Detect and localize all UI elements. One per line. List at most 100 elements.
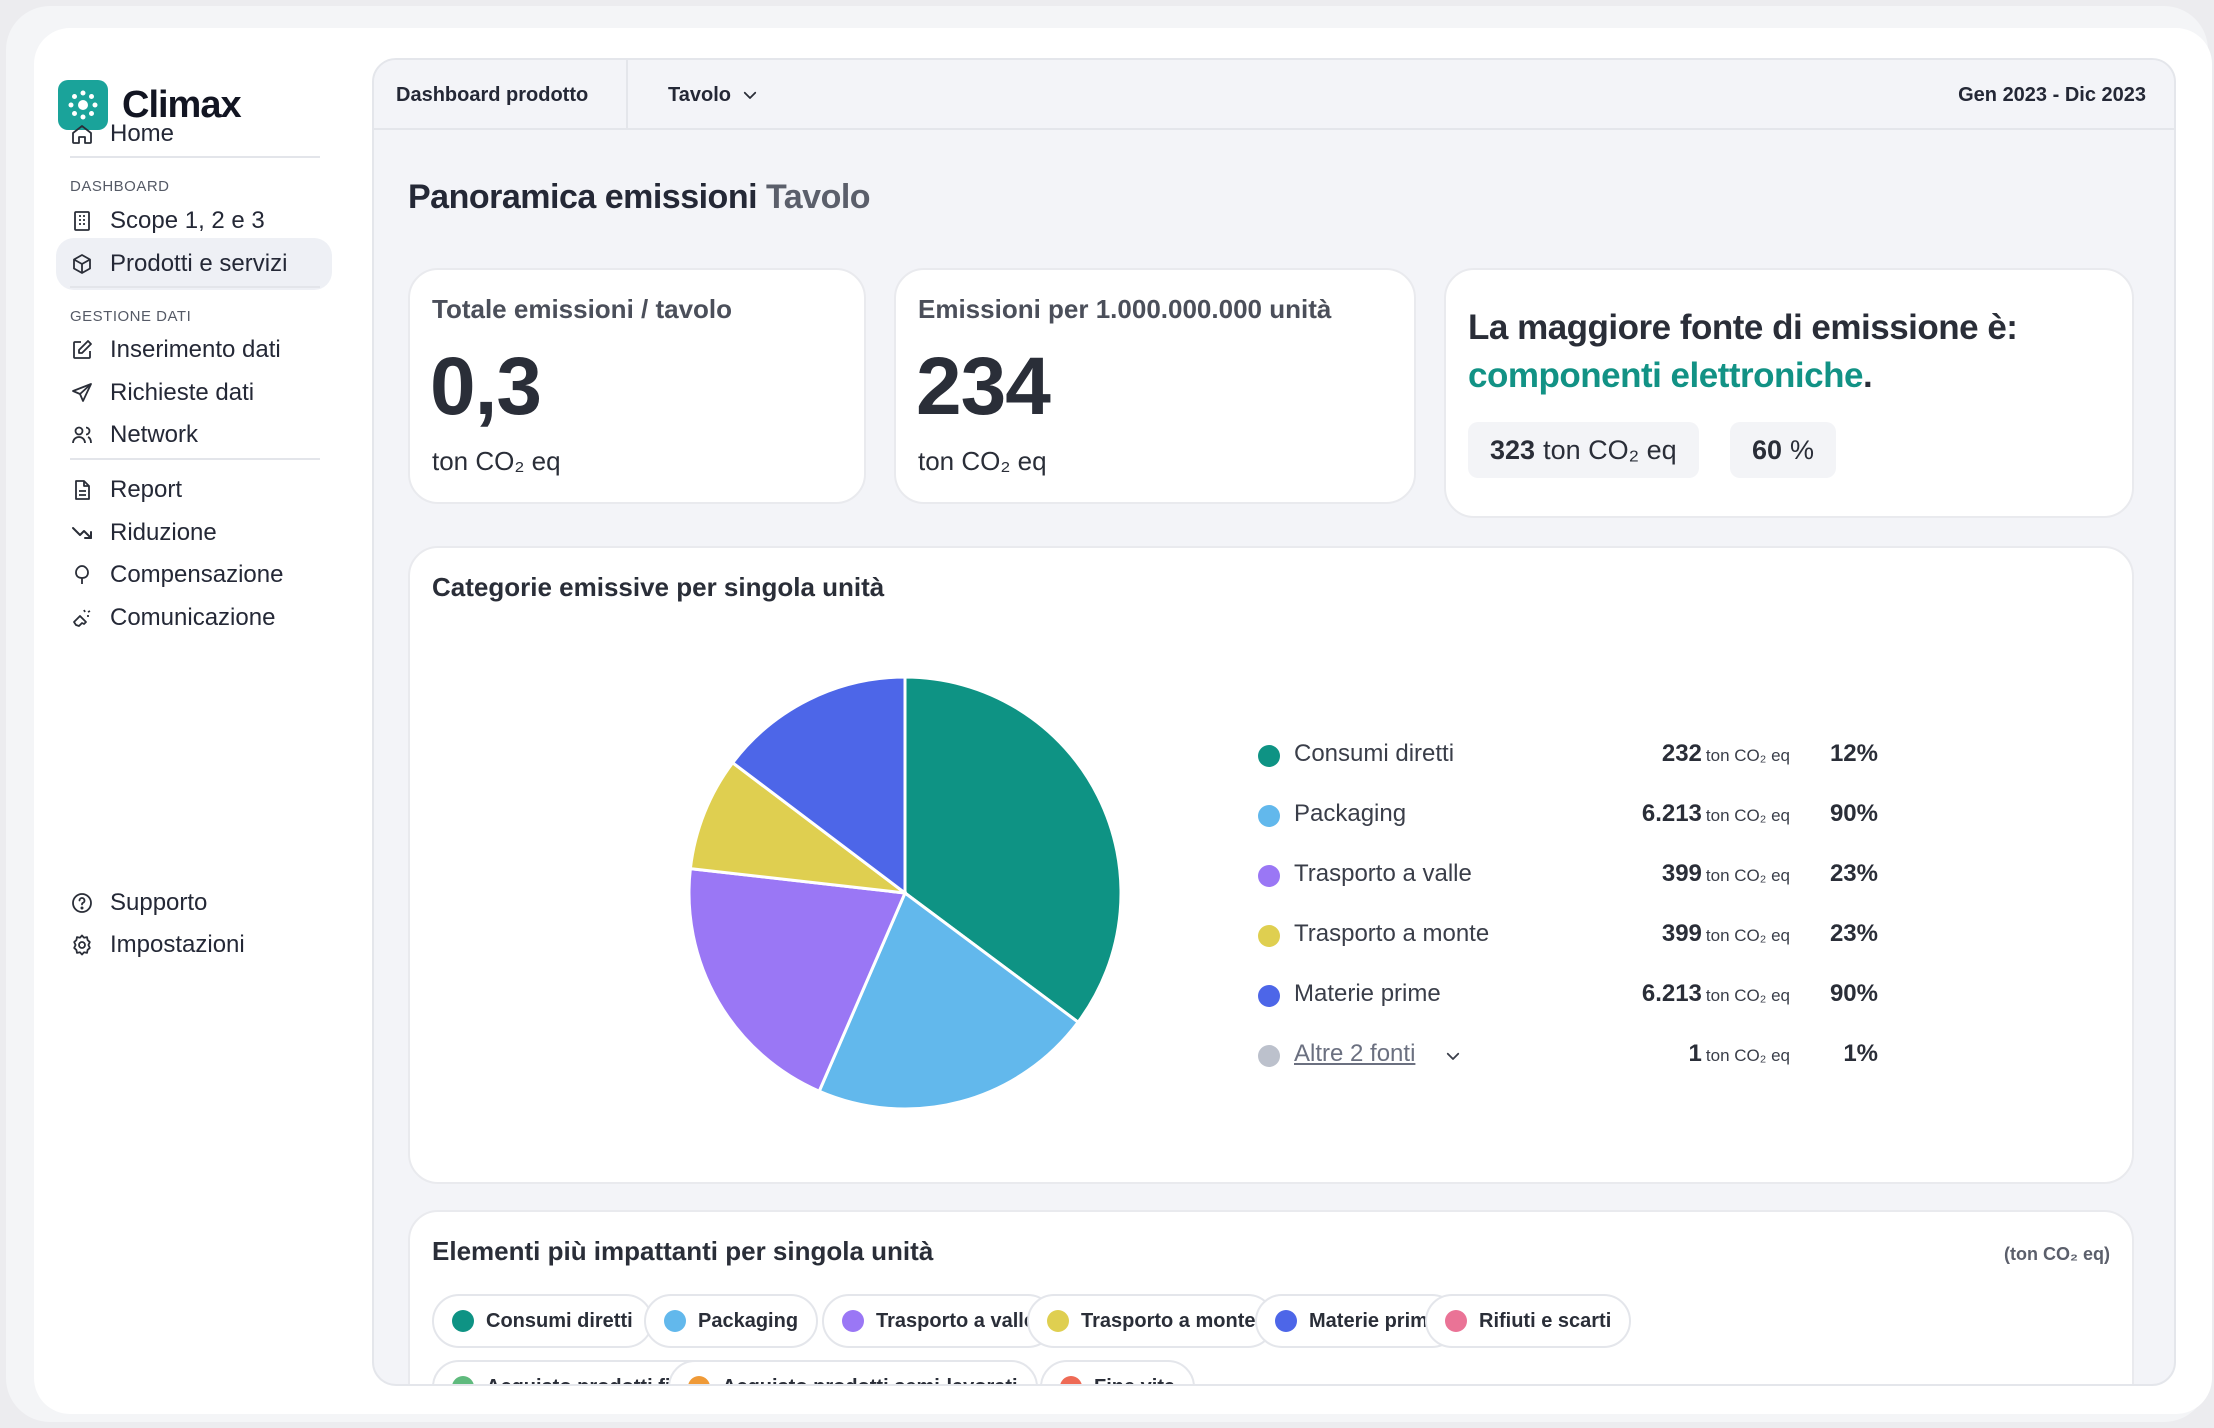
elements-card: Elementi più impattanti per singola unit… [408, 1210, 2134, 1385]
chevron-down-icon [743, 91, 757, 99]
legend-percent: 12% [1829, 740, 1878, 767]
filter-chip-trasporto-a-valle[interactable]: Trasporto a valle [822, 1294, 1055, 1348]
highlight-percent-pill: 60 % [1730, 422, 1837, 478]
highlight-title: La maggiore fonte di emissione è: compon… [1468, 304, 2018, 400]
chip-color-dot [452, 1310, 474, 1332]
legend-name: Packaging [1294, 800, 1407, 827]
nav-network[interactable]: Network [56, 409, 332, 461]
legend-value: 6.213 ton CO₂ eq [1642, 980, 1790, 1008]
legend-name[interactable]: Altre 2 fonti [1294, 1040, 1416, 1067]
pie-slice-materie-prime[interactable] [730, 675, 907, 897]
nav-settings[interactable]: Impostazioni [56, 919, 332, 971]
stat-value: 234 [916, 341, 1051, 432]
nav-divider [70, 286, 320, 288]
logo-icon [58, 80, 108, 130]
nav-products-label: Prodotti e servizi [110, 250, 288, 277]
filter-chip-trasporto-a-monte[interactable]: Trasporto a monte [1027, 1294, 1276, 1348]
legend-row: Trasporto a valle 399 ton CO₂ eq 23% [1258, 856, 1878, 896]
chip-label: Acquisto prodotti semi-lavorati [722, 1376, 1018, 1385]
elements-title: Elementi più impattanti per singola unit… [432, 1236, 934, 1266]
nav-scope[interactable]: Scope 1, 2 e 3 [56, 195, 332, 247]
chip-label: Packaging [698, 1309, 799, 1332]
nav-settings-label: Impostazioni [110, 931, 245, 958]
page-title-product: Tavolo [766, 178, 871, 216]
stat-unit: ton CO₂ eq [432, 446, 561, 476]
stat-card-total: Totale emissioni / tavolo 0,3 ton CO₂ eq [408, 268, 866, 504]
nav-reduction[interactable]: Riduzione [56, 507, 332, 559]
legend-color-dot [1258, 805, 1280, 827]
legend-row: Consumi diretti 232 ton CO₂ eq 12% [1258, 736, 1878, 776]
pie-slice-consumi-diretti[interactable] [903, 675, 1123, 1025]
legend-value: 232 ton CO₂ eq [1662, 740, 1790, 768]
nav-divider [70, 458, 320, 460]
chip-label: Acquisto prodotti finiti [486, 1376, 700, 1385]
legend-row: Materie prime 6.213 ton CO₂ eq 90% [1258, 976, 1878, 1016]
nav-report[interactable]: Report [56, 464, 332, 516]
nav-network-label: Network [110, 421, 199, 448]
highlight-card: La maggiore fonte di emissione è: compon… [1444, 268, 2134, 518]
nav-support[interactable]: Supporto [56, 877, 332, 929]
chip-label: Trasporto a monte [1081, 1309, 1256, 1332]
chip-color-dot [1445, 1310, 1467, 1332]
product-select[interactable]: Tavolo [668, 60, 759, 130]
nav-report-label: Report [110, 476, 183, 503]
highlight-title-text: La maggiore fonte di emissione è: [1468, 308, 2018, 347]
app-logo[interactable]: Climax [58, 80, 242, 130]
chip-color-dot [1060, 1376, 1082, 1384]
filter-chip-fine-vita[interactable]: Fine vita [1040, 1360, 1196, 1385]
chevron-down-icon[interactable] [1444, 1047, 1462, 1065]
pie-legend: Consumi diretti 232 ton CO₂ eq 12% Packaging… [1258, 736, 1878, 1116]
legend-value-number: 399 [1661, 860, 1702, 887]
nav-communication[interactable]: Comunicazione [56, 592, 332, 644]
nav-data-entry[interactable]: Inserimento dati [56, 324, 332, 376]
stat-unit: ton CO₂ eq [918, 446, 1047, 476]
stat-card-per-units: Emissioni per 1.000.000.000 unità 234 to… [894, 268, 1416, 504]
legend-value-number: 6.213 [1641, 800, 1702, 827]
legend-value: 1 ton CO₂ eq [1689, 1040, 1790, 1068]
filter-chip-consumi-diretti[interactable]: Consumi diretti [432, 1294, 653, 1348]
elements-unit-note: (ton CO₂ eq) [2004, 1244, 2110, 1264]
legend-value: 399 ton CO₂ eq [1662, 920, 1790, 948]
nav-data-entry-label: Inserimento dati [110, 336, 281, 363]
legend-row[interactable]: Altre 2 fonti 1 ton CO₂ eq 1% [1258, 1036, 1878, 1076]
chip-label: Fine vita [1094, 1376, 1175, 1385]
trending-down-icon [72, 527, 92, 539]
legend-percent: 1% [1843, 1040, 1878, 1067]
legend-percent: 90% [1829, 800, 1878, 827]
date-range-select[interactable]: Gen 2023 - Dic 2023 [1958, 83, 2146, 106]
legend-value-number: 399 [1661, 920, 1702, 947]
chip-color-dot [842, 1310, 864, 1332]
edit-icon [73, 340, 92, 359]
pie-slice-trasporto-a-monte[interactable] [688, 760, 911, 896]
tab-dashboard-prodotto[interactable]: Dashboard prodotto [396, 83, 589, 106]
megaphone-icon [73, 609, 91, 627]
nav-home[interactable]: Home [56, 108, 332, 160]
product-select-value: Tavolo [668, 83, 731, 106]
filter-chip-packaging[interactable]: Packaging [644, 1294, 819, 1348]
pie-slice-trasporto-a-valle[interactable] [687, 866, 908, 1094]
filter-chip-acquisto-prodotti-semi-lavorati[interactable]: Acquisto prodotti semi-lavorati [668, 1360, 1038, 1385]
stat-label: Totale emissioni / tavolo [432, 294, 733, 324]
legend-value-unit: ton CO₂ eq [1705, 926, 1790, 945]
chip-color-dot [664, 1310, 686, 1332]
filter-chip-rifiuti-e-scarti[interactable]: Rifiuti e scarti [1425, 1294, 1632, 1348]
page-title-main: Panoramica emissioni [408, 178, 758, 216]
legend-value-unit: ton CO₂ eq [1705, 746, 1790, 765]
highlight-amount-unit: ton CO₂ eq [1543, 434, 1677, 465]
nav-home-label: Home [110, 120, 175, 147]
pie-slice-packaging[interactable] [817, 890, 1081, 1111]
chip-label: Materie prime [1309, 1309, 1440, 1332]
nav-products[interactable]: Prodotti e servizi [56, 238, 332, 290]
page-title: Panoramica emissioni Tavolo [408, 178, 871, 217]
topbar-divider [626, 60, 628, 130]
nav-data-requests[interactable]: Richieste dati [56, 367, 332, 419]
sidebar: Climax Home DASHBOARD Scope 1, 2 e 3 Pro… [34, 28, 374, 1414]
nav-compensation[interactable]: Compensazione [56, 549, 332, 601]
legend-color-dot [1258, 985, 1280, 1007]
document-icon [75, 480, 90, 500]
chip-label: Trasporto a valle [876, 1309, 1035, 1332]
app-window: Climax Home DASHBOARD Scope 1, 2 e 3 Pro… [34, 28, 2212, 1414]
legend-color-dot [1258, 1045, 1280, 1067]
legend-value: 399 ton CO₂ eq [1662, 860, 1790, 888]
categories-card: Categorie emissive per singola unità Con… [408, 546, 2134, 1184]
